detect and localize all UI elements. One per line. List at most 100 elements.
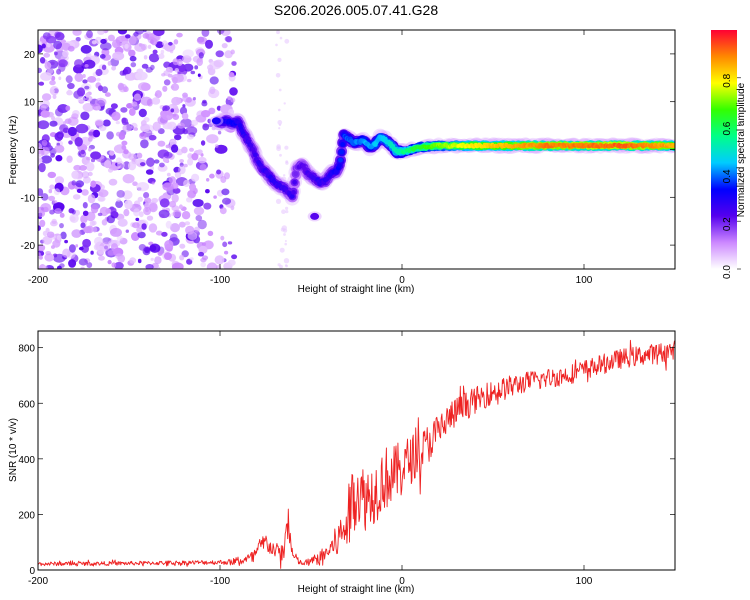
noise-blob [189,183,196,192]
noise-blob [107,250,115,256]
noise-blob [154,93,158,97]
noise-blob [73,164,82,171]
noise-blob [176,32,183,38]
noise-blob [67,82,75,90]
noise-blob [80,214,88,224]
ridge-point [337,163,342,169]
noise-blob [134,43,146,52]
noise-blob [156,266,161,269]
noise-blob [38,255,43,260]
noise-blob [131,101,138,107]
noise-blob [143,206,152,216]
noise-blob [100,38,107,44]
noise-blob [41,43,46,49]
noise-blob [82,74,86,78]
colorbar-tick-label: 0.6 [722,121,733,135]
noise-blob [55,155,63,162]
noise-blob [168,176,176,184]
noise-blob [153,159,160,164]
noise-blob [125,34,131,39]
spectrogram-x-label: Height of straight line (km) [298,284,415,295]
ridge-point [293,171,299,177]
noise-blob [276,144,281,149]
noise-blob [96,105,101,111]
noise-blob [110,103,118,109]
noise-blob [136,182,150,192]
noise-blob [171,96,182,106]
noise-blob [157,140,166,147]
noise-blob [194,226,200,233]
noise-blob [84,85,90,90]
noise-blob [104,160,112,169]
noise-blob [142,32,150,39]
noise-blob [46,142,51,148]
noise-blob [278,88,282,92]
noise-blob [279,247,285,253]
noise-blob [169,233,178,242]
snr-series-line [38,339,675,569]
noise-blob [182,94,189,103]
noise-blob [200,140,206,146]
noise-blob [196,149,203,154]
noise-blob [70,216,76,222]
noise-blob [68,140,73,145]
noise-blob [87,76,97,83]
noise-blob [283,174,286,177]
noise-blob [98,85,103,92]
noise-blob [83,59,96,69]
noise-blob [90,250,94,255]
noise-blob [202,123,210,131]
noise-blob [203,202,212,210]
noise-blob [167,121,177,130]
y-tick-label: 800 [18,344,35,355]
noise-blob [107,259,112,265]
noise-blob [64,239,68,244]
noise-blob [42,265,48,269]
noise-blob [185,126,198,135]
noise-blob [133,127,138,131]
noise-blob [151,197,159,204]
noise-blob [222,241,228,248]
noise-blob [170,223,180,233]
noise-blob [283,258,290,264]
noise-blob [159,162,165,168]
noise-blob [38,44,43,54]
noise-blob [213,195,217,199]
noise-blob [158,53,165,59]
noise-blob [214,144,219,148]
noise-blob [88,147,92,152]
noise-blob [277,57,282,63]
noise-blob [281,209,286,214]
noise-blob [53,200,58,204]
noise-blob [285,206,289,210]
y-tick-label: 200 [18,510,35,521]
noise-blob [285,210,289,214]
spectrogram-x-ticks: -200 -100 0 100 [28,30,593,286]
noise-blob [49,120,58,127]
noise-blob [80,266,85,269]
noise-blob [171,144,179,153]
noise-blob [221,43,228,49]
noise-blob [228,72,235,78]
noise-blob [44,61,52,70]
y-tick-label: 10 [24,98,36,109]
noise-blob [195,215,203,222]
x-tick-label: -100 [210,576,230,587]
noise-blob [221,188,230,196]
noise-blob [86,156,91,161]
ridge-point [244,135,250,141]
noise-blob [279,153,282,157]
noise-blob [172,113,180,120]
y-tick-label: 0 [29,146,35,157]
noise-blob [227,259,236,266]
noise-blob [135,71,148,81]
noise-blob [67,89,72,94]
noise-blob [149,243,161,253]
y-tick-label: -20 [21,241,36,252]
noise-blob [196,57,203,67]
noise-blob [227,96,232,100]
noise-blob [183,179,190,187]
noise-blob [78,258,88,266]
noise-blob [133,31,139,37]
noise-blob [128,161,137,171]
